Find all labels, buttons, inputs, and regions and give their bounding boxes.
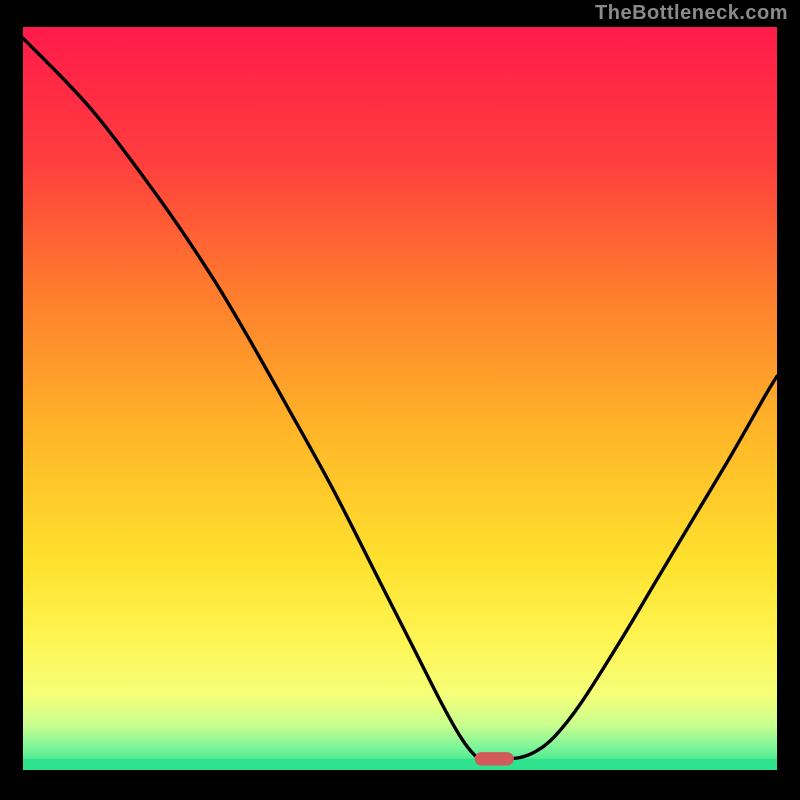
- bottleneck-chart: [0, 0, 800, 800]
- chart-container: TheBottleneck.com: [0, 0, 800, 800]
- baseline-band: [23, 759, 777, 770]
- plot-background: [23, 27, 777, 770]
- optimal-marker: [475, 752, 514, 765]
- watermark-text: TheBottleneck.com: [595, 2, 788, 25]
